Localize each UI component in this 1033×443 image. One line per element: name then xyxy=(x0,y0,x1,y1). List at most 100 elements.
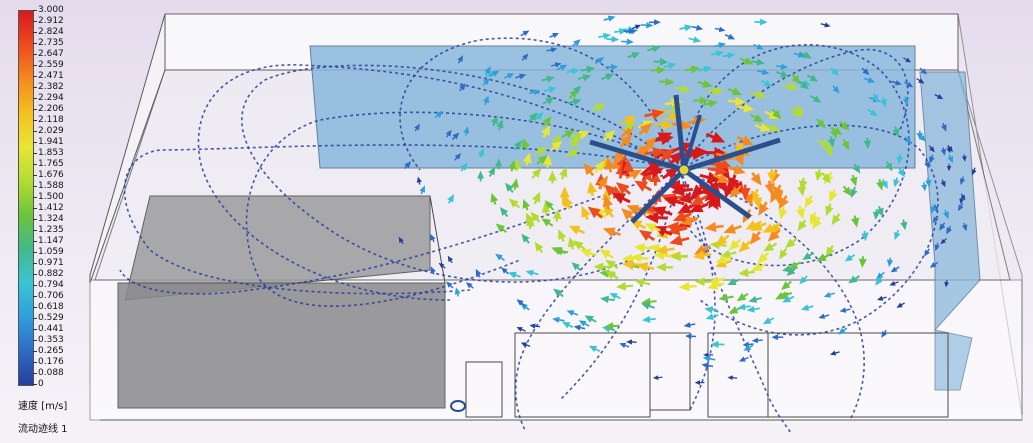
equipment-block xyxy=(117,195,446,409)
velocity-arrow xyxy=(839,307,851,313)
legend-tick-label: 1.941 xyxy=(38,137,64,147)
velocity-arrow xyxy=(661,167,680,180)
velocity-arrow xyxy=(757,68,770,76)
velocity-arrow xyxy=(679,24,693,32)
velocity-arrow xyxy=(738,356,749,362)
fan-blade-3 xyxy=(682,167,752,220)
velocity-arrow xyxy=(521,233,530,244)
velocity-arrow xyxy=(752,194,763,210)
velocity-arrow xyxy=(416,176,422,185)
legend-tick-label: 1.676 xyxy=(38,170,64,180)
velocity-arrow xyxy=(814,168,824,182)
velocity-arrow xyxy=(549,141,563,152)
velocity-arrow xyxy=(602,204,615,218)
velocity-arrow xyxy=(541,202,551,216)
velocity-arrow xyxy=(715,234,730,246)
legend-tick-mark xyxy=(33,10,37,11)
velocity-arrow xyxy=(516,299,526,307)
velocity-arrow xyxy=(525,269,539,277)
velocity-arrows xyxy=(398,15,977,386)
velocity-arrow xyxy=(521,138,530,151)
velocity-arrow xyxy=(451,132,460,141)
velocity-arrow xyxy=(946,225,953,235)
velocity-arrow xyxy=(918,133,927,142)
velocity-arrow xyxy=(499,206,509,218)
legend-tick-label: 0.088 xyxy=(38,368,64,378)
velocity-arrow xyxy=(715,254,732,264)
velocity-arrow xyxy=(932,215,939,224)
velocity-arrow xyxy=(627,52,641,59)
legend-tick-mark xyxy=(33,186,37,187)
velocity-arrow xyxy=(573,324,586,331)
flow-streamlines xyxy=(119,37,939,433)
velocity-arrow xyxy=(746,305,761,313)
velocity-arrow xyxy=(779,247,788,260)
velocity-arrow xyxy=(771,108,782,120)
legend-tick-label: 2.735 xyxy=(38,38,64,48)
velocity-arrow xyxy=(604,322,620,331)
velocity-arrow xyxy=(522,152,532,166)
velocity-arrow xyxy=(773,184,784,199)
velocity-arrow xyxy=(806,74,819,82)
velocity-arrow xyxy=(414,123,420,132)
velocity-arrow xyxy=(875,271,885,280)
velocity-arrow xyxy=(475,268,482,278)
velocity-arrow xyxy=(904,136,912,145)
velocity-arrow xyxy=(496,119,504,131)
velocity-arrow xyxy=(881,179,888,189)
velocity-arrow xyxy=(727,375,738,381)
velocity-arrow xyxy=(863,137,872,150)
velocity-arrow xyxy=(488,166,496,177)
velocity-arrow xyxy=(750,113,764,123)
velocity-arrow xyxy=(619,134,633,148)
velocity-arrow xyxy=(705,131,726,143)
streamline xyxy=(123,144,681,295)
velocity-arrow xyxy=(802,251,815,261)
velocity-arrow xyxy=(434,110,444,119)
velocity-arrow xyxy=(798,80,810,90)
velocity-arrow xyxy=(602,130,616,142)
velocity-arrow xyxy=(605,157,616,173)
velocity-arrow xyxy=(512,158,522,171)
velocity-arrow xyxy=(852,163,861,174)
legend-tick-mark xyxy=(33,329,37,330)
legend-tick-mark xyxy=(33,131,37,132)
legend-tick-label: 2.118 xyxy=(38,115,64,125)
velocity-arrow xyxy=(561,322,574,329)
velocity-arrow xyxy=(430,233,436,243)
velocity-arrow xyxy=(971,167,977,176)
ceiling-fan xyxy=(589,94,781,224)
legend-tick-label: 3.000 xyxy=(38,5,64,15)
velocity-arrow xyxy=(531,168,542,179)
velocity-arrow xyxy=(824,144,833,158)
legend-tick-label: 2.559 xyxy=(38,60,64,70)
legend-tick-label: 0.529 xyxy=(38,313,64,323)
velocity-arrow xyxy=(652,206,673,218)
velocity-arrow xyxy=(876,205,884,217)
velocity-arrow xyxy=(940,237,947,245)
velocity-arrow xyxy=(826,245,835,258)
velocity-arrow xyxy=(655,244,675,255)
legend-tick-mark xyxy=(33,98,37,99)
velocity-arrow xyxy=(630,219,647,230)
velocity-arrow xyxy=(640,302,655,310)
velocity-arrow xyxy=(571,39,581,47)
velocity-arrow xyxy=(605,270,619,280)
velocity-arrow xyxy=(885,161,893,172)
legend-tick-label: 2.912 xyxy=(38,16,64,26)
legend-tick-mark xyxy=(33,54,37,55)
velocity-arrow xyxy=(778,206,788,220)
legend-tick-label: 1.765 xyxy=(38,159,64,169)
velocity-arrow xyxy=(654,120,674,130)
velocity-arrow xyxy=(516,327,526,332)
velocity-arrow xyxy=(821,172,831,184)
velocity-arrow xyxy=(603,15,616,22)
velocity-arrow xyxy=(745,220,762,230)
velocity-arrow xyxy=(940,122,947,132)
legend-tick-mark xyxy=(33,120,37,121)
velocity-arrow xyxy=(863,76,876,84)
velocity-arrow xyxy=(463,126,470,136)
block-front xyxy=(117,282,446,409)
velocity-arrow xyxy=(876,178,884,191)
